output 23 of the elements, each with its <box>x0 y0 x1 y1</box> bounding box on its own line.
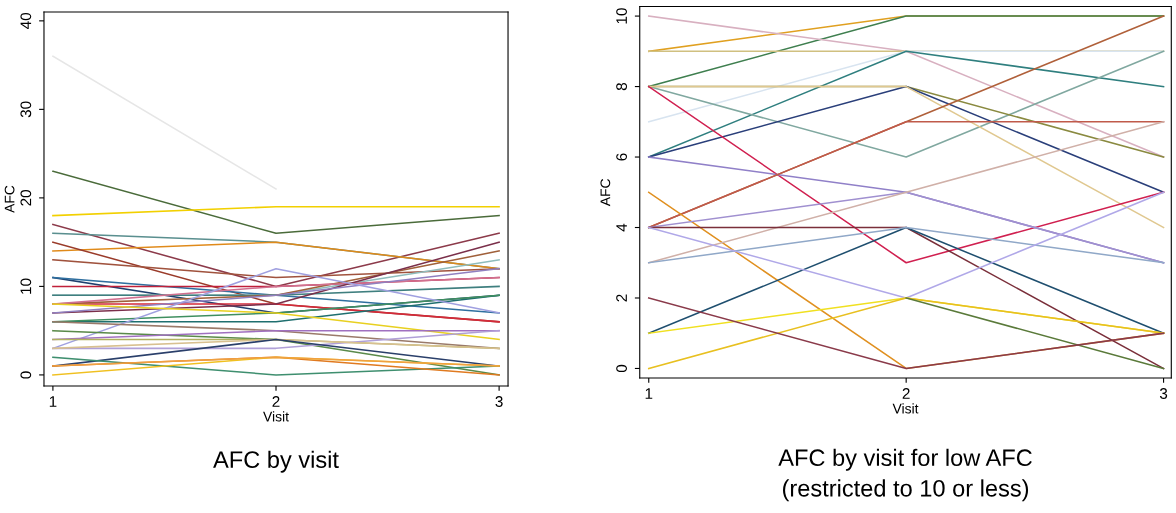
x-axis-title: Visit <box>263 411 289 422</box>
y-tick-label: 20 <box>20 189 32 206</box>
y-tick-label: 0 <box>616 364 627 373</box>
x-tick-label: 3 <box>1159 388 1168 399</box>
y-tick-label: 10 <box>616 8 627 24</box>
y-tick-label: 8 <box>616 82 627 91</box>
x-tick-label: 3 <box>495 396 503 407</box>
x-tick-label: 1 <box>645 388 653 399</box>
y-tick-label: 6 <box>616 153 627 161</box>
y-axis-title: AFC <box>600 178 611 207</box>
x-tick-label: 1 <box>49 396 57 407</box>
y-tick-label: 0 <box>20 371 32 379</box>
y-tick-label: 40 <box>20 12 32 29</box>
y-axis-title: AFC <box>4 185 15 213</box>
x-tick-label: 2 <box>902 388 910 399</box>
y-tick-label: 10 <box>20 278 32 294</box>
x-tick-label: 2 <box>272 396 280 407</box>
x-axis-title: Visit <box>892 403 919 414</box>
text: AFC by visit for low AFC (restricted to 10 or less) <box>778 448 1032 502</box>
y-tick-label: 4 <box>616 223 627 232</box>
text: AFC by visit <box>213 450 339 473</box>
y-tick-label: 30 <box>20 101 32 118</box>
y-tick-label: 2 <box>616 294 627 302</box>
